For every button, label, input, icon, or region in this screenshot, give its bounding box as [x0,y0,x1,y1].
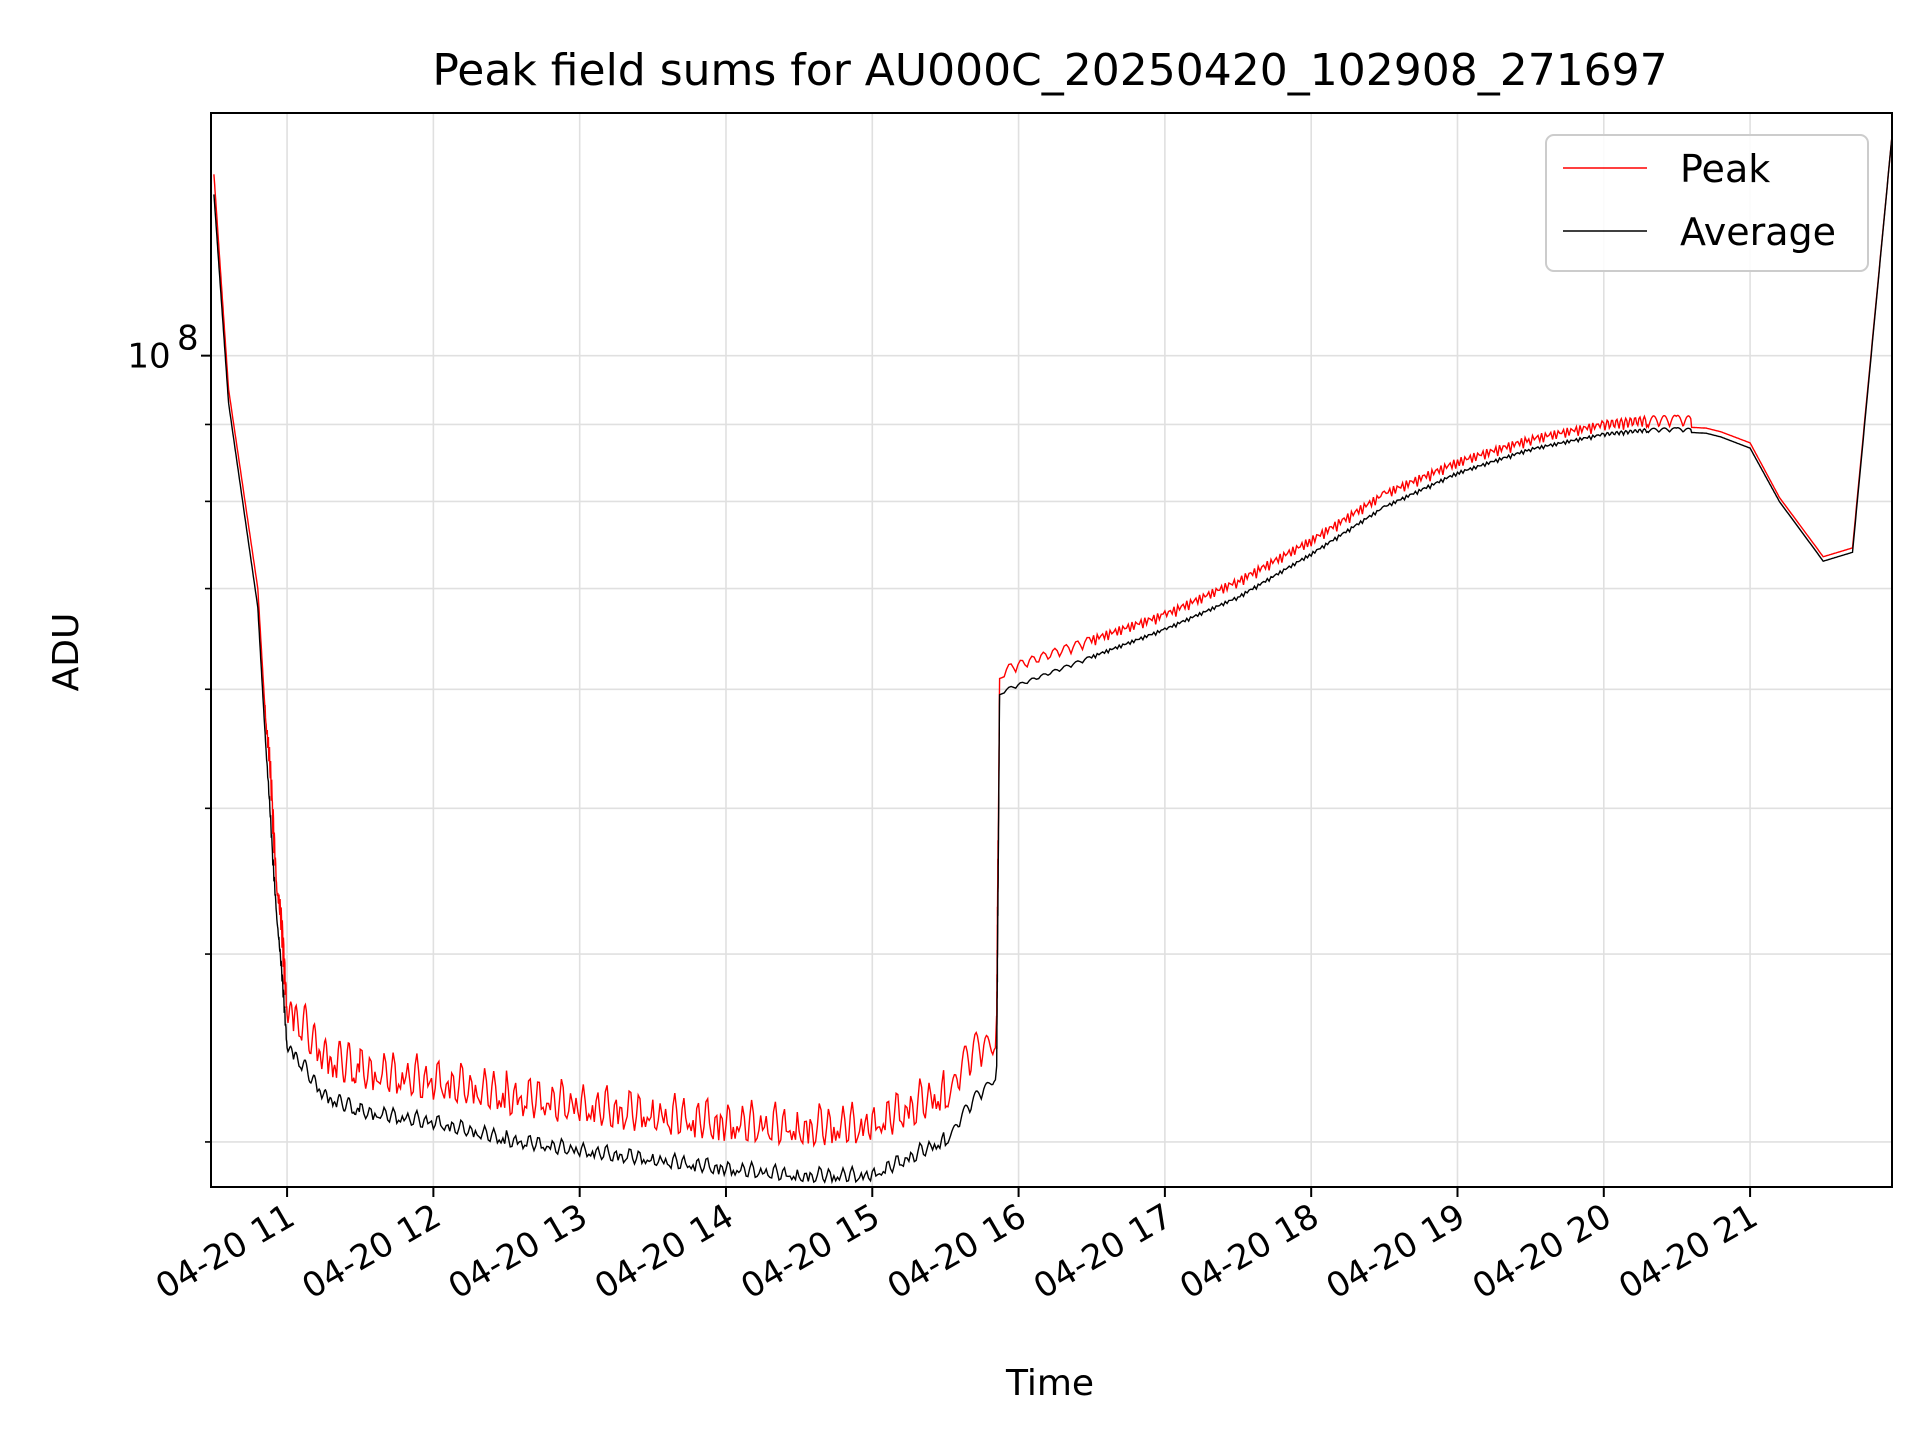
y-axis-ticks: 10 8 [127,319,211,1143]
grid-lines [211,113,1892,1187]
series-line-peak [213,135,1892,1148]
series-line-average [213,135,1892,1185]
y-tick-label-exponent: 8 [177,319,199,359]
legend-average-label: Average [1680,210,1836,254]
legend: Peak Average [1545,134,1869,272]
y-axis-label: ADU [46,613,87,692]
series-lines [213,135,1892,1185]
legend-box [1545,134,1869,272]
legend-peak-label: Peak [1680,147,1770,191]
y-tick-label: 10 [127,337,170,377]
x-axis-label: Time [1005,1363,1094,1404]
chart-title: Peak field sums for AU000C_20250420_1029… [432,45,1667,96]
plot-frame [210,112,1893,1188]
